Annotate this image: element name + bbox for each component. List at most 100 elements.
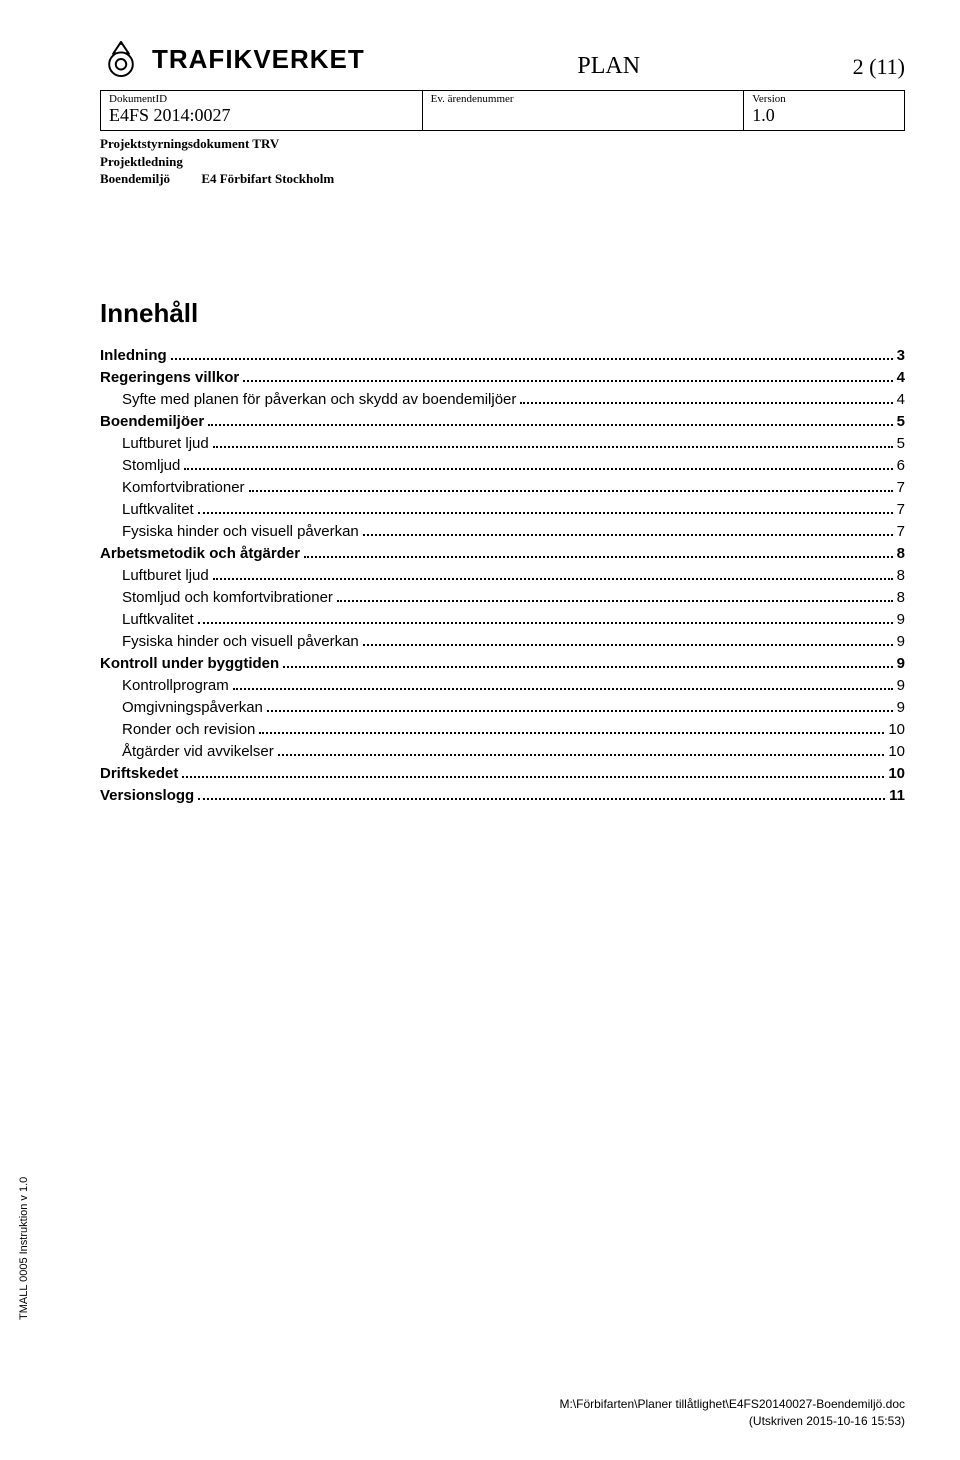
toc-line[interactable]: Versionslogg 11 <box>100 787 905 804</box>
toc-label: Luftkvalitet <box>122 611 194 628</box>
toc-line[interactable]: Boendemiljöer 5 <box>100 413 905 430</box>
toc-page: 9 <box>897 677 905 694</box>
toc-page: 7 <box>897 479 905 496</box>
toc-dots <box>278 754 885 756</box>
toc-page: 10 <box>888 765 905 782</box>
footer-path: M:\Förbifarten\Planer tillåtlighet\E4FS2… <box>559 1396 905 1413</box>
toc-dots <box>213 446 893 448</box>
toc-label: Regeringens villkor <box>100 369 239 386</box>
toc-line[interactable]: Kontrollprogram 9 <box>100 677 905 694</box>
toc-page: 9 <box>897 611 905 628</box>
toc-line[interactable]: Kontroll under byggtiden 9 <box>100 655 905 672</box>
sub-meta-line1: Projektstyrningsdokument TRV <box>100 135 905 153</box>
toc-page: 7 <box>897 523 905 540</box>
footer: M:\Förbifarten\Planer tillåtlighet\E4FS2… <box>559 1396 905 1430</box>
toc-line[interactable]: Ronder och revision 10 <box>100 721 905 738</box>
page-number: 2 (11) <box>853 54 905 80</box>
toc-page: 3 <box>897 347 905 364</box>
toc-title: Innehåll <box>100 298 905 329</box>
toc-page: 8 <box>897 545 905 562</box>
meta-label-caseno: Ev. ärendenummer <box>431 93 736 105</box>
toc-label: Luftkvalitet <box>122 501 194 518</box>
toc-page: 5 <box>897 435 905 452</box>
toc-line[interactable]: Arbetsmetodik och åtgärder 8 <box>100 545 905 562</box>
toc-page: 4 <box>897 369 905 386</box>
toc-line[interactable]: Omgivningspåverkan 9 <box>100 699 905 716</box>
toc-dots <box>363 534 893 536</box>
toc-dots <box>249 490 893 492</box>
sub-meta-line3a: Boendemiljö <box>100 171 170 186</box>
toc-dots <box>304 556 893 558</box>
toc-label: Boendemiljöer <box>100 413 204 430</box>
toc-dots <box>243 380 892 382</box>
toc-line[interactable]: Luftburet ljud 8 <box>100 567 905 584</box>
toc-dots <box>198 622 893 624</box>
toc-line[interactable]: Luftkvalitet 7 <box>100 501 905 518</box>
toc-label: Ronder och revision <box>122 721 255 738</box>
toc-dots <box>363 644 893 646</box>
side-template-label: TMALL 0005 Instruktion v 1.0 <box>18 1177 30 1320</box>
footer-printed: (Utskriven 2015-10-16 15:53) <box>559 1413 905 1430</box>
toc-dots <box>283 666 893 668</box>
toc-label: Åtgärder vid avvikelser <box>122 743 274 760</box>
brand-text: TRAFIKVERKET <box>152 44 365 75</box>
toc-dots <box>208 424 892 426</box>
toc-line[interactable]: Fysiska hinder och visuell påverkan 9 <box>100 633 905 650</box>
toc-line[interactable]: Åtgärder vid avvikelser 10 <box>100 743 905 760</box>
sub-meta-line3b: E4 Förbifart Stockholm <box>201 171 334 186</box>
toc-label: Kontroll under byggtiden <box>100 655 279 672</box>
content: Innehåll Inledning 3 Regeringens villkor … <box>100 298 905 804</box>
meta-value-docid: E4FS 2014:0027 <box>109 105 414 126</box>
toc-label: Omgivningspåverkan <box>122 699 263 716</box>
toc-page: 9 <box>897 633 905 650</box>
toc-page: 10 <box>888 721 905 738</box>
toc-page: 6 <box>897 457 905 474</box>
toc-line[interactable]: Luftkvalitet 9 <box>100 611 905 628</box>
sub-meta: Projektstyrningsdokument TRV Projektledn… <box>100 135 905 188</box>
toc-line[interactable]: Inledning 3 <box>100 347 905 364</box>
toc-page: 9 <box>897 655 905 672</box>
toc-page: 9 <box>897 699 905 716</box>
meta-label-docid: DokumentID <box>109 93 414 105</box>
toc-dots <box>171 358 893 360</box>
toc-label: Versionslogg <box>100 787 194 804</box>
toc-label: Arbetsmetodik och åtgärder <box>100 545 300 562</box>
toc-label: Fysiska hinder och visuell påverkan <box>122 523 359 540</box>
toc-line[interactable]: Komfortvibrationer 7 <box>100 479 905 496</box>
toc-label: Driftskedet <box>100 765 178 782</box>
toc-dots <box>184 468 892 470</box>
toc-page: 7 <box>897 501 905 518</box>
toc-line[interactable]: Stomljud och komfortvibrationer 8 <box>100 589 905 606</box>
toc-line[interactable]: Luftburet ljud5 <box>100 435 905 452</box>
toc-dots <box>233 688 893 690</box>
toc-line[interactable]: Stomljud 6 <box>100 457 905 474</box>
toc-dots <box>267 710 893 712</box>
toc-page: 8 <box>897 589 905 606</box>
toc-label: Fysiska hinder och visuell påverkan <box>122 633 359 650</box>
toc-label: Inledning <box>100 347 167 364</box>
meta-label-version: Version <box>752 93 896 105</box>
page: TRAFIKVERKET PLAN 2 (11) DokumentID E4FS… <box>100 38 905 809</box>
sub-meta-line2: Projektledning <box>100 153 905 171</box>
toc-line[interactable]: Driftskedet 10 <box>100 765 905 782</box>
toc-page: 10 <box>888 743 905 760</box>
toc-label: Kontrollprogram <box>122 677 229 694</box>
toc-line[interactable]: Regeringens villkor 4 <box>100 369 905 386</box>
toc-label: Luftburet ljud <box>122 567 209 584</box>
toc-label: Stomljud och komfortvibrationer <box>122 589 333 606</box>
toc-line[interactable]: Syfte med planen för påverkan och skydd … <box>100 391 905 408</box>
toc-label: Komfortvibrationer <box>122 479 245 496</box>
toc-page: 8 <box>897 567 905 584</box>
brand: TRAFIKVERKET <box>100 38 365 80</box>
toc-label: Stomljud <box>122 457 180 474</box>
toc-dots <box>182 776 884 778</box>
toc-page: 11 <box>889 787 905 804</box>
toc-page: 5 <box>897 413 905 430</box>
toc-dots <box>213 578 893 580</box>
meta-table: DokumentID E4FS 2014:0027 Ev. ärendenumm… <box>100 90 905 131</box>
doc-type: PLAN <box>577 53 640 80</box>
toc-dots <box>337 600 893 602</box>
toc-line[interactable]: Fysiska hinder och visuell påverkan 7 <box>100 523 905 540</box>
meta-value-version: 1.0 <box>752 105 896 126</box>
toc-page: 4 <box>897 391 905 408</box>
